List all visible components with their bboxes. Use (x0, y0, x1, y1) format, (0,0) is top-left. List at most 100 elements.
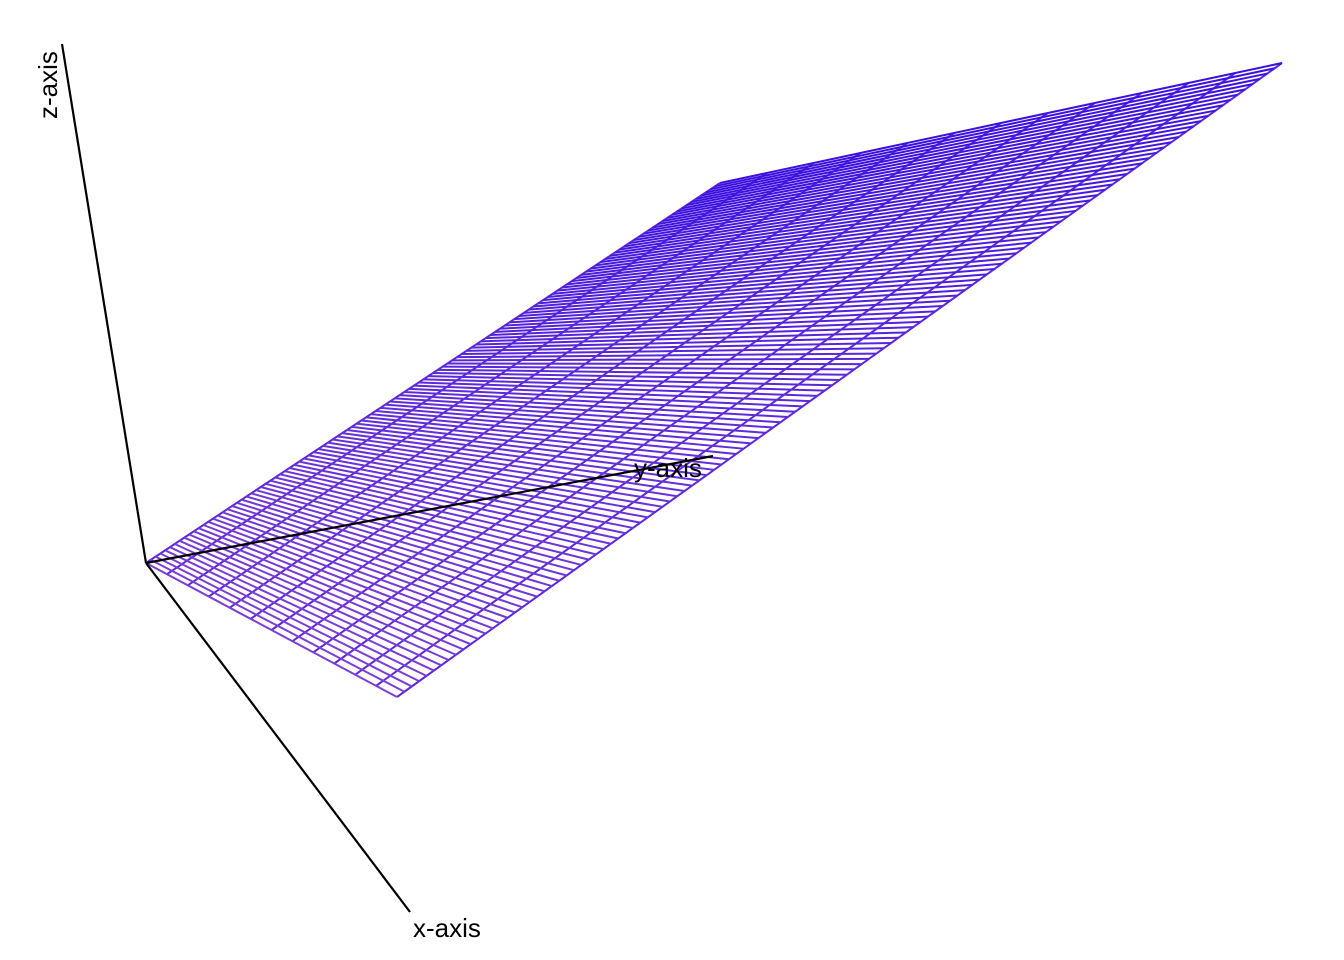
surface-grid-line-v (710, 72, 1268, 191)
surface-grid-line-v (547, 252, 1017, 298)
surface-grid-line-v (193, 530, 472, 646)
surface-grid-line-v (562, 236, 1039, 289)
surface-grid-line-v (533, 268, 995, 308)
surface-grid-line-v (265, 482, 582, 566)
surface-grid-line-v (246, 495, 553, 588)
surface-grid-line-v (289, 467, 619, 540)
surface-grid-line-v (361, 419, 729, 461)
surface-grid-line-v (523, 278, 980, 314)
surface-grid-line-v (159, 552, 420, 683)
x-axis-line (145, 562, 411, 913)
surface-grid-line-v (279, 473, 604, 551)
surface-grid-line-v (432, 372, 840, 381)
surface-grid-line-v (447, 362, 862, 366)
surface-grid-line-v (409, 387, 803, 408)
surface-grid-line-v (365, 416, 737, 455)
surface-grid-line-v (566, 231, 1047, 286)
surface-grid-line-v (585, 209, 1076, 273)
surface-grid-line-v (700, 83, 1253, 197)
surface-grid-line-v (389, 400, 774, 429)
surface-grid-line-v (145, 562, 398, 698)
surface-grid-line-v (633, 157, 1150, 241)
surface-grid-line-v (188, 533, 464, 651)
surface-grid-line-v (614, 178, 1120, 254)
surface-grid-line-v (480, 326, 914, 343)
surface-grid-line-v (155, 555, 413, 688)
surface-grid-line-v (456, 352, 877, 359)
surface-grid-line-v (667, 120, 1202, 219)
surface-grid-line-v (719, 62, 1283, 184)
surface-grid-line-v (322, 444, 671, 503)
surface-grid-line-v (231, 505, 531, 603)
surface-grid-line-v (207, 520, 494, 630)
surface-grid-line-v (255, 489, 567, 577)
z-axis-label: z-axis (33, 51, 63, 119)
surface-grid-line-v (576, 220, 1061, 279)
surface-grid-line-v (356, 422, 722, 466)
surface-grid-line-v (437, 368, 847, 376)
surface-grid-line-v (499, 305, 943, 330)
surface-grid-line-v (542, 257, 1010, 302)
surface-grid-line-v (327, 441, 678, 498)
surface-grid-line-v (686, 99, 1231, 207)
surface-grid-line-v (595, 199, 1091, 267)
surface-grid-line-v (423, 378, 825, 392)
surface-grid-line-v (624, 167, 1135, 248)
surface-grid-line-v (227, 508, 523, 609)
surface-grid-line-v (370, 413, 744, 450)
surface-grid-line-v (380, 406, 759, 440)
surface-grid-line-v (557, 241, 1032, 292)
surface-grid-line-v (241, 498, 545, 593)
surface-grid-line-v (341, 432, 700, 482)
surface-grid-line-v (351, 425, 715, 471)
surface-grid-line-v (657, 130, 1187, 226)
x-axis-label: x-axis (413, 913, 481, 943)
surface-grid-line-v (198, 527, 479, 640)
surface-grid-line-v (609, 183, 1113, 257)
surface-grid-line-v (504, 299, 951, 327)
surface-grid-line-v (691, 93, 1238, 203)
surface-grid-line-v (519, 283, 973, 317)
surface-grid-line-v (303, 457, 641, 524)
surface-grid-line-v (662, 125, 1194, 222)
surface-grid-line-v (681, 104, 1224, 210)
surface-grid-line-v (394, 397, 781, 424)
surface-grid-line-v (212, 517, 501, 624)
surface-grid-line-v (461, 347, 884, 355)
surface-grid-line-v (274, 476, 597, 556)
surface-grid-line-v (442, 365, 855, 371)
surface-grid-line-v (385, 403, 766, 434)
y-axis-label: y-axis (634, 453, 702, 483)
surface-grid-line-v (638, 151, 1157, 238)
surface-grid-line-v (332, 438, 685, 492)
surface-grid-line-v (222, 511, 516, 614)
surface-grid-line-v (705, 77, 1261, 194)
surface-grid-line-v (250, 492, 560, 582)
surface-grid-line-v (294, 463, 626, 535)
surface-grid-line-v (399, 394, 788, 418)
surface-grid-line-v (428, 375, 833, 387)
surface-grid-line-v (590, 204, 1084, 270)
surface-grid-line-v (490, 315, 929, 336)
surface-grid-line-v (164, 549, 427, 677)
surface-grid-line-v (313, 451, 656, 514)
surface-grid-line-v (628, 162, 1143, 245)
surface-grid-line-v (413, 384, 811, 403)
surface-grid-line-v (495, 310, 936, 333)
surface-grid-line-v (337, 435, 693, 487)
surface-grid-line-v (538, 262, 1002, 305)
surface-grid-line-v (260, 486, 575, 572)
surface-grid-line-v (308, 454, 648, 519)
surface-grid-line-v (471, 336, 899, 349)
surface-grid-line-v (600, 194, 1098, 264)
axes: x-axis y-axis z-axis (33, 43, 714, 943)
surface-grid-line-v (284, 470, 612, 545)
surface-grid-line-v (485, 320, 921, 340)
surface-grid-line-v (509, 294, 958, 324)
surface-grid-line-v (571, 225, 1054, 283)
surface-grid-line-v (183, 536, 457, 656)
surface-grid-line-v (466, 342, 892, 352)
surface-grid-line-v (418, 381, 818, 397)
surface-grid-line-v (174, 543, 442, 667)
